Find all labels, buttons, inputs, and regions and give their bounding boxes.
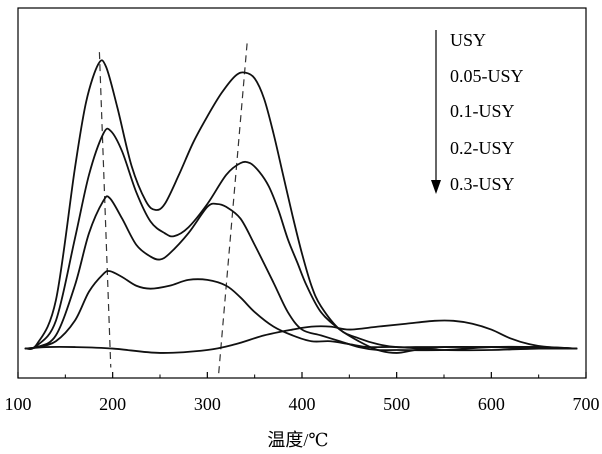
x-tick-label-100: 100: [5, 394, 32, 414]
legend-arrow-head-icon: [431, 180, 441, 194]
series-line-0-3-usy: [24, 319, 578, 354]
guide-line-2: [218, 43, 248, 374]
guide-lines: [98, 43, 248, 374]
series-curves: [24, 59, 578, 354]
x-tick-label-700: 700: [573, 394, 600, 414]
x-tick-label-300: 300: [194, 394, 221, 414]
series-line-usy: [24, 59, 578, 350]
legend-entry-0-3-usy: 0.3-USY: [450, 174, 515, 194]
legend: USY 0.05-USY 0.1-USY 0.2-USY 0.3-USY: [431, 30, 524, 194]
legend-entry-usy: USY: [450, 30, 486, 50]
x-tick-label-600: 600: [478, 394, 505, 414]
series-line-0-1-usy: [24, 195, 578, 352]
x-axis-label: 温度/℃: [267, 430, 328, 450]
series-line-0-05-usy: [24, 127, 578, 354]
x-tick-label-500: 500: [383, 394, 410, 414]
x-tick-label-200: 200: [99, 394, 126, 414]
legend-entry-0-2-usy: 0.2-USY: [450, 138, 515, 158]
x-ticks: 100 200 300 400 500 600 700: [5, 372, 600, 414]
guide-line-1: [98, 52, 112, 368]
series-line-0-2-usy: [24, 270, 578, 352]
x-tick-label-400: 400: [289, 394, 316, 414]
legend-entry-0-1-usy: 0.1-USY: [450, 101, 515, 121]
legend-entry-0-05-usy: 0.05-USY: [450, 66, 524, 86]
